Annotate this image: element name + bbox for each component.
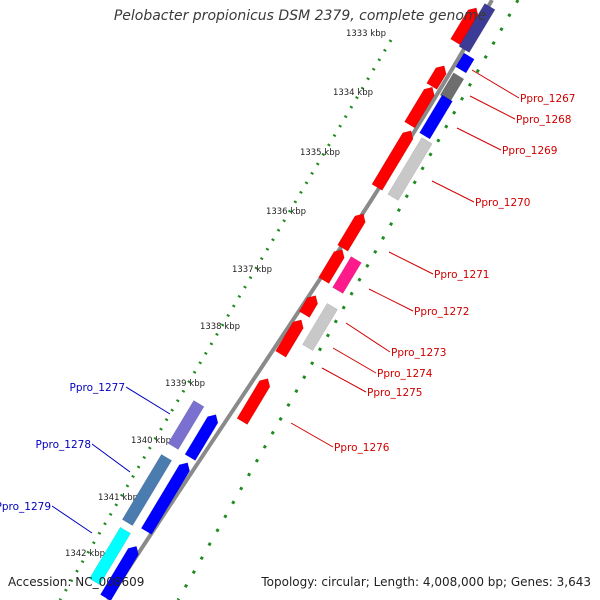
gene-shape <box>404 86 435 129</box>
leader-line <box>388 251 434 275</box>
gene-shape <box>275 319 304 358</box>
gene-shape <box>302 302 338 352</box>
leader-line <box>471 69 520 99</box>
leader-line <box>368 288 414 312</box>
backbone-line <box>106 0 494 600</box>
gene-forward-1276 <box>236 378 271 425</box>
gene-features <box>89 3 496 600</box>
inner-dot-track <box>176 0 520 600</box>
gene-shape <box>455 52 475 74</box>
leader-line <box>91 443 131 473</box>
gene-label-ppro_1276: Ppro_1276 <box>334 442 390 454</box>
gene-1267-dark <box>458 3 496 53</box>
tick-dot-tracks <box>58 0 520 600</box>
kbp-tick-label: 1334 kbp <box>333 88 373 98</box>
leader-line <box>321 367 367 393</box>
gene-labels: Ppro_1267 Ppro_1268 Ppro_1269 Ppro_1270 Ppro… <box>0 93 575 513</box>
gene-shape <box>332 256 362 294</box>
gene-shape <box>458 3 496 53</box>
kbp-tick-label: 1335 kbp <box>300 148 340 158</box>
gene-label-ppro_1268: Ppro_1268 <box>516 114 571 126</box>
gene-1275-grey <box>302 302 338 352</box>
gene-forward-1268-blue <box>455 52 475 74</box>
gene-shape <box>140 462 190 535</box>
gene-shape <box>236 378 271 425</box>
gene-label-ppro_1270: Ppro_1270 <box>475 197 530 209</box>
gene-label-ppro_1279: Ppro_1279 <box>0 501 51 513</box>
kbp-tick-label: 1337 kbp <box>232 265 272 275</box>
gene-forward-1274 <box>275 319 304 358</box>
gene-label-ppro_1274: Ppro_1274 <box>377 368 433 380</box>
gene-reverse-1277 <box>167 400 205 450</box>
gene-forward-1273 <box>298 295 318 318</box>
kbp-tick-marks: 1333 kbp 1334 kbp 1335 kbp 1336 kbp 1337 kbp… <box>65 29 386 559</box>
gene-label-ppro_1277: Ppro_1277 <box>70 382 125 394</box>
kbp-tick-label: 1333 kbp <box>346 29 386 39</box>
leader-line <box>51 505 93 534</box>
kbp-tick-label: 1338 kbp <box>200 322 240 332</box>
leader-line <box>332 347 377 374</box>
gene-reverse-1279 <box>89 526 131 586</box>
gene-1269-blue <box>419 94 453 140</box>
gene-shape <box>167 400 205 450</box>
gene-shape <box>371 130 414 191</box>
genome-backbone <box>106 0 494 600</box>
kbp-tick-label: 1342 kbp <box>65 549 105 559</box>
gene-reverse-1278-blue <box>140 462 190 535</box>
gene-label-ppro_1269: Ppro_1269 <box>502 145 557 157</box>
gene-label-ppro_1271: Ppro_1271 <box>434 269 489 281</box>
gene-1270-grey <box>387 137 433 201</box>
gene-forward-1269 <box>404 86 435 129</box>
gene-shape <box>121 453 173 527</box>
gene-label-ppro_1267: Ppro_1267 <box>520 93 575 105</box>
leader-line <box>431 180 475 203</box>
leader-line <box>125 386 171 415</box>
gene-forward-1267a <box>450 7 479 46</box>
gene-label-ppro_1278: Ppro_1278 <box>36 439 91 451</box>
kbp-tick-label: 1341 kbp <box>98 493 138 503</box>
gene-shape <box>184 414 219 461</box>
gene-forward-1272 <box>318 249 345 284</box>
gene-forward-1271 <box>337 213 366 252</box>
gene-forward-1270 <box>371 130 414 191</box>
gene-shape <box>426 65 447 90</box>
leader-line <box>469 95 516 120</box>
gene-reverse-1278 <box>121 453 173 527</box>
kbp-tick-label: 1339 kbp <box>165 379 205 389</box>
leader-line <box>456 127 502 151</box>
label-leader-lines <box>51 69 520 534</box>
gene-1272-magenta <box>332 256 362 294</box>
gene-shape <box>298 295 318 318</box>
leader-line <box>345 322 391 353</box>
gene-shape <box>337 213 366 252</box>
genome-summary-text: Topology: circular; Length: 4,008,000 bp… <box>261 575 591 589</box>
gene-label-ppro_1275: Ppro_1275 <box>367 387 422 399</box>
gene-forward-1268 <box>426 65 447 90</box>
kbp-tick-label: 1336 kbp <box>266 207 306 217</box>
gene-shape <box>419 94 453 140</box>
gene-label-ppro_1273: Ppro_1273 <box>391 347 446 359</box>
gene-reverse-1277-blue <box>184 414 219 461</box>
gene-shape <box>450 7 479 46</box>
gene-shape <box>387 137 433 201</box>
kbp-tick-label: 1340 kbp <box>131 436 171 446</box>
leader-line <box>290 422 334 448</box>
gene-shape <box>318 249 345 284</box>
accession-text: Accession: NC_008609 <box>8 575 145 589</box>
gene-shape <box>89 526 131 586</box>
gene-label-ppro_1272: Ppro_1272 <box>414 306 469 318</box>
